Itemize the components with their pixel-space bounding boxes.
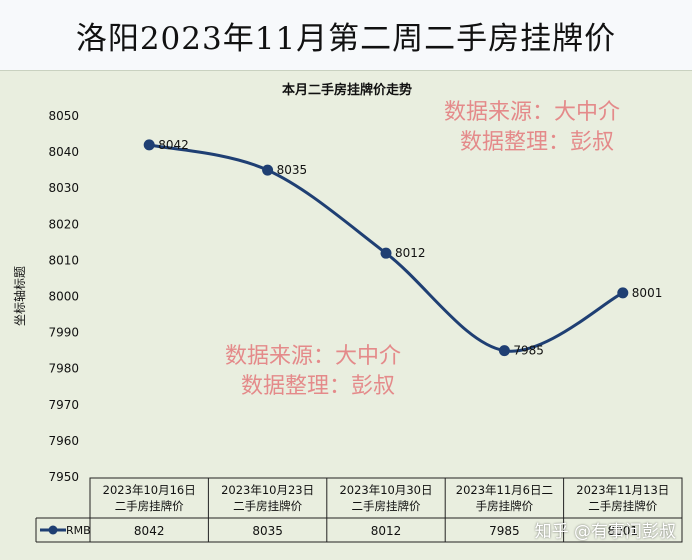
watermark-top-source: 数据来源：大中介 xyxy=(444,100,621,125)
watermark-bottom-editor: 数据整理：彭叔 xyxy=(241,374,396,399)
data-point xyxy=(262,164,274,176)
x-category-label: 2023年11月6日二 xyxy=(456,483,553,497)
y-tick-label: 7970 xyxy=(48,398,79,412)
table-value: 8001 xyxy=(608,524,639,538)
y-tick-label: 8030 xyxy=(48,181,79,195)
x-category-label: 二手房挂牌价 xyxy=(352,499,421,513)
watermark-bottom: 数据来源：大中介 数据整理：彭叔 xyxy=(225,342,401,402)
watermark-top: 数据来源：大中介 数据整理：彭叔 xyxy=(444,98,620,158)
banner-title: 洛阳2023年11月第二周二手房挂牌价 xyxy=(0,0,692,71)
y-tick-label: 7980 xyxy=(48,362,79,376)
y-tick-label: 7950 xyxy=(48,470,79,484)
x-category-label: 手房挂牌价 xyxy=(476,499,534,513)
data-label: 7985 xyxy=(513,344,544,358)
x-category-label: 2023年10月30日 xyxy=(339,483,432,497)
chart-title: 本月二手房挂牌价走势 xyxy=(282,82,412,98)
table-value: 8042 xyxy=(134,524,165,538)
x-category-label: 二手房挂牌价 xyxy=(115,499,184,513)
y-tick-label: 7990 xyxy=(48,326,79,340)
y-tick-label: 8000 xyxy=(48,290,79,304)
series-rmb: 8042 8035 8012 7985 8001 xyxy=(143,138,663,358)
x-category-label: 2023年10月16日 xyxy=(103,483,196,497)
data-point xyxy=(617,287,629,299)
table-value: 8035 xyxy=(252,524,283,538)
data-label: 8001 xyxy=(632,286,663,300)
y-tick-labels: 7950 7960 7970 7980 7990 8000 8010 8020 8030 8040… xyxy=(48,109,79,484)
legend-marker xyxy=(48,525,58,535)
data-label: 8042 xyxy=(158,138,189,152)
data-point xyxy=(143,139,155,151)
chart-area: 本月二手房挂牌价走势 坐标轴标题 7950 7960 7970 7980 7990 800… xyxy=(0,72,692,556)
table-value: 7985 xyxy=(489,524,520,538)
watermark-top-editor: 数据整理：彭叔 xyxy=(460,130,615,155)
data-table: 2023年10月16日二手房挂牌价2023年10月23日二手房挂牌价2023年1… xyxy=(35,477,683,543)
table-border xyxy=(89,477,683,543)
data-label: 8012 xyxy=(395,246,426,260)
data-point xyxy=(498,345,510,357)
x-category-label: 2023年11月13日 xyxy=(576,483,669,497)
x-category-label: 2023年10月23日 xyxy=(221,483,314,497)
data-point xyxy=(380,247,392,259)
zhihu-credit: 知乎 @有事问彭叔 xyxy=(534,522,676,542)
y-tick-label: 8020 xyxy=(48,217,79,231)
y-tick-label: 8010 xyxy=(48,253,79,267)
table-value: 8012 xyxy=(371,524,402,538)
x-category-label: 二手房挂牌价 xyxy=(233,499,302,513)
data-label: 8035 xyxy=(277,163,308,177)
y-axis-title: 坐标轴标题 xyxy=(12,266,27,326)
legend-label: RMB xyxy=(66,524,91,537)
y-tick-label: 7960 xyxy=(48,434,79,448)
y-tick-label: 8040 xyxy=(48,145,79,159)
y-tick-label: 8050 xyxy=(48,109,79,123)
line-chart: 本月二手房挂牌价走势 坐标轴标题 7950 7960 7970 7980 7990 800… xyxy=(0,72,692,556)
watermark-bottom-source: 数据来源：大中介 xyxy=(225,344,402,369)
chart-background xyxy=(0,72,692,556)
x-category-label: 二手房挂牌价 xyxy=(588,499,657,513)
